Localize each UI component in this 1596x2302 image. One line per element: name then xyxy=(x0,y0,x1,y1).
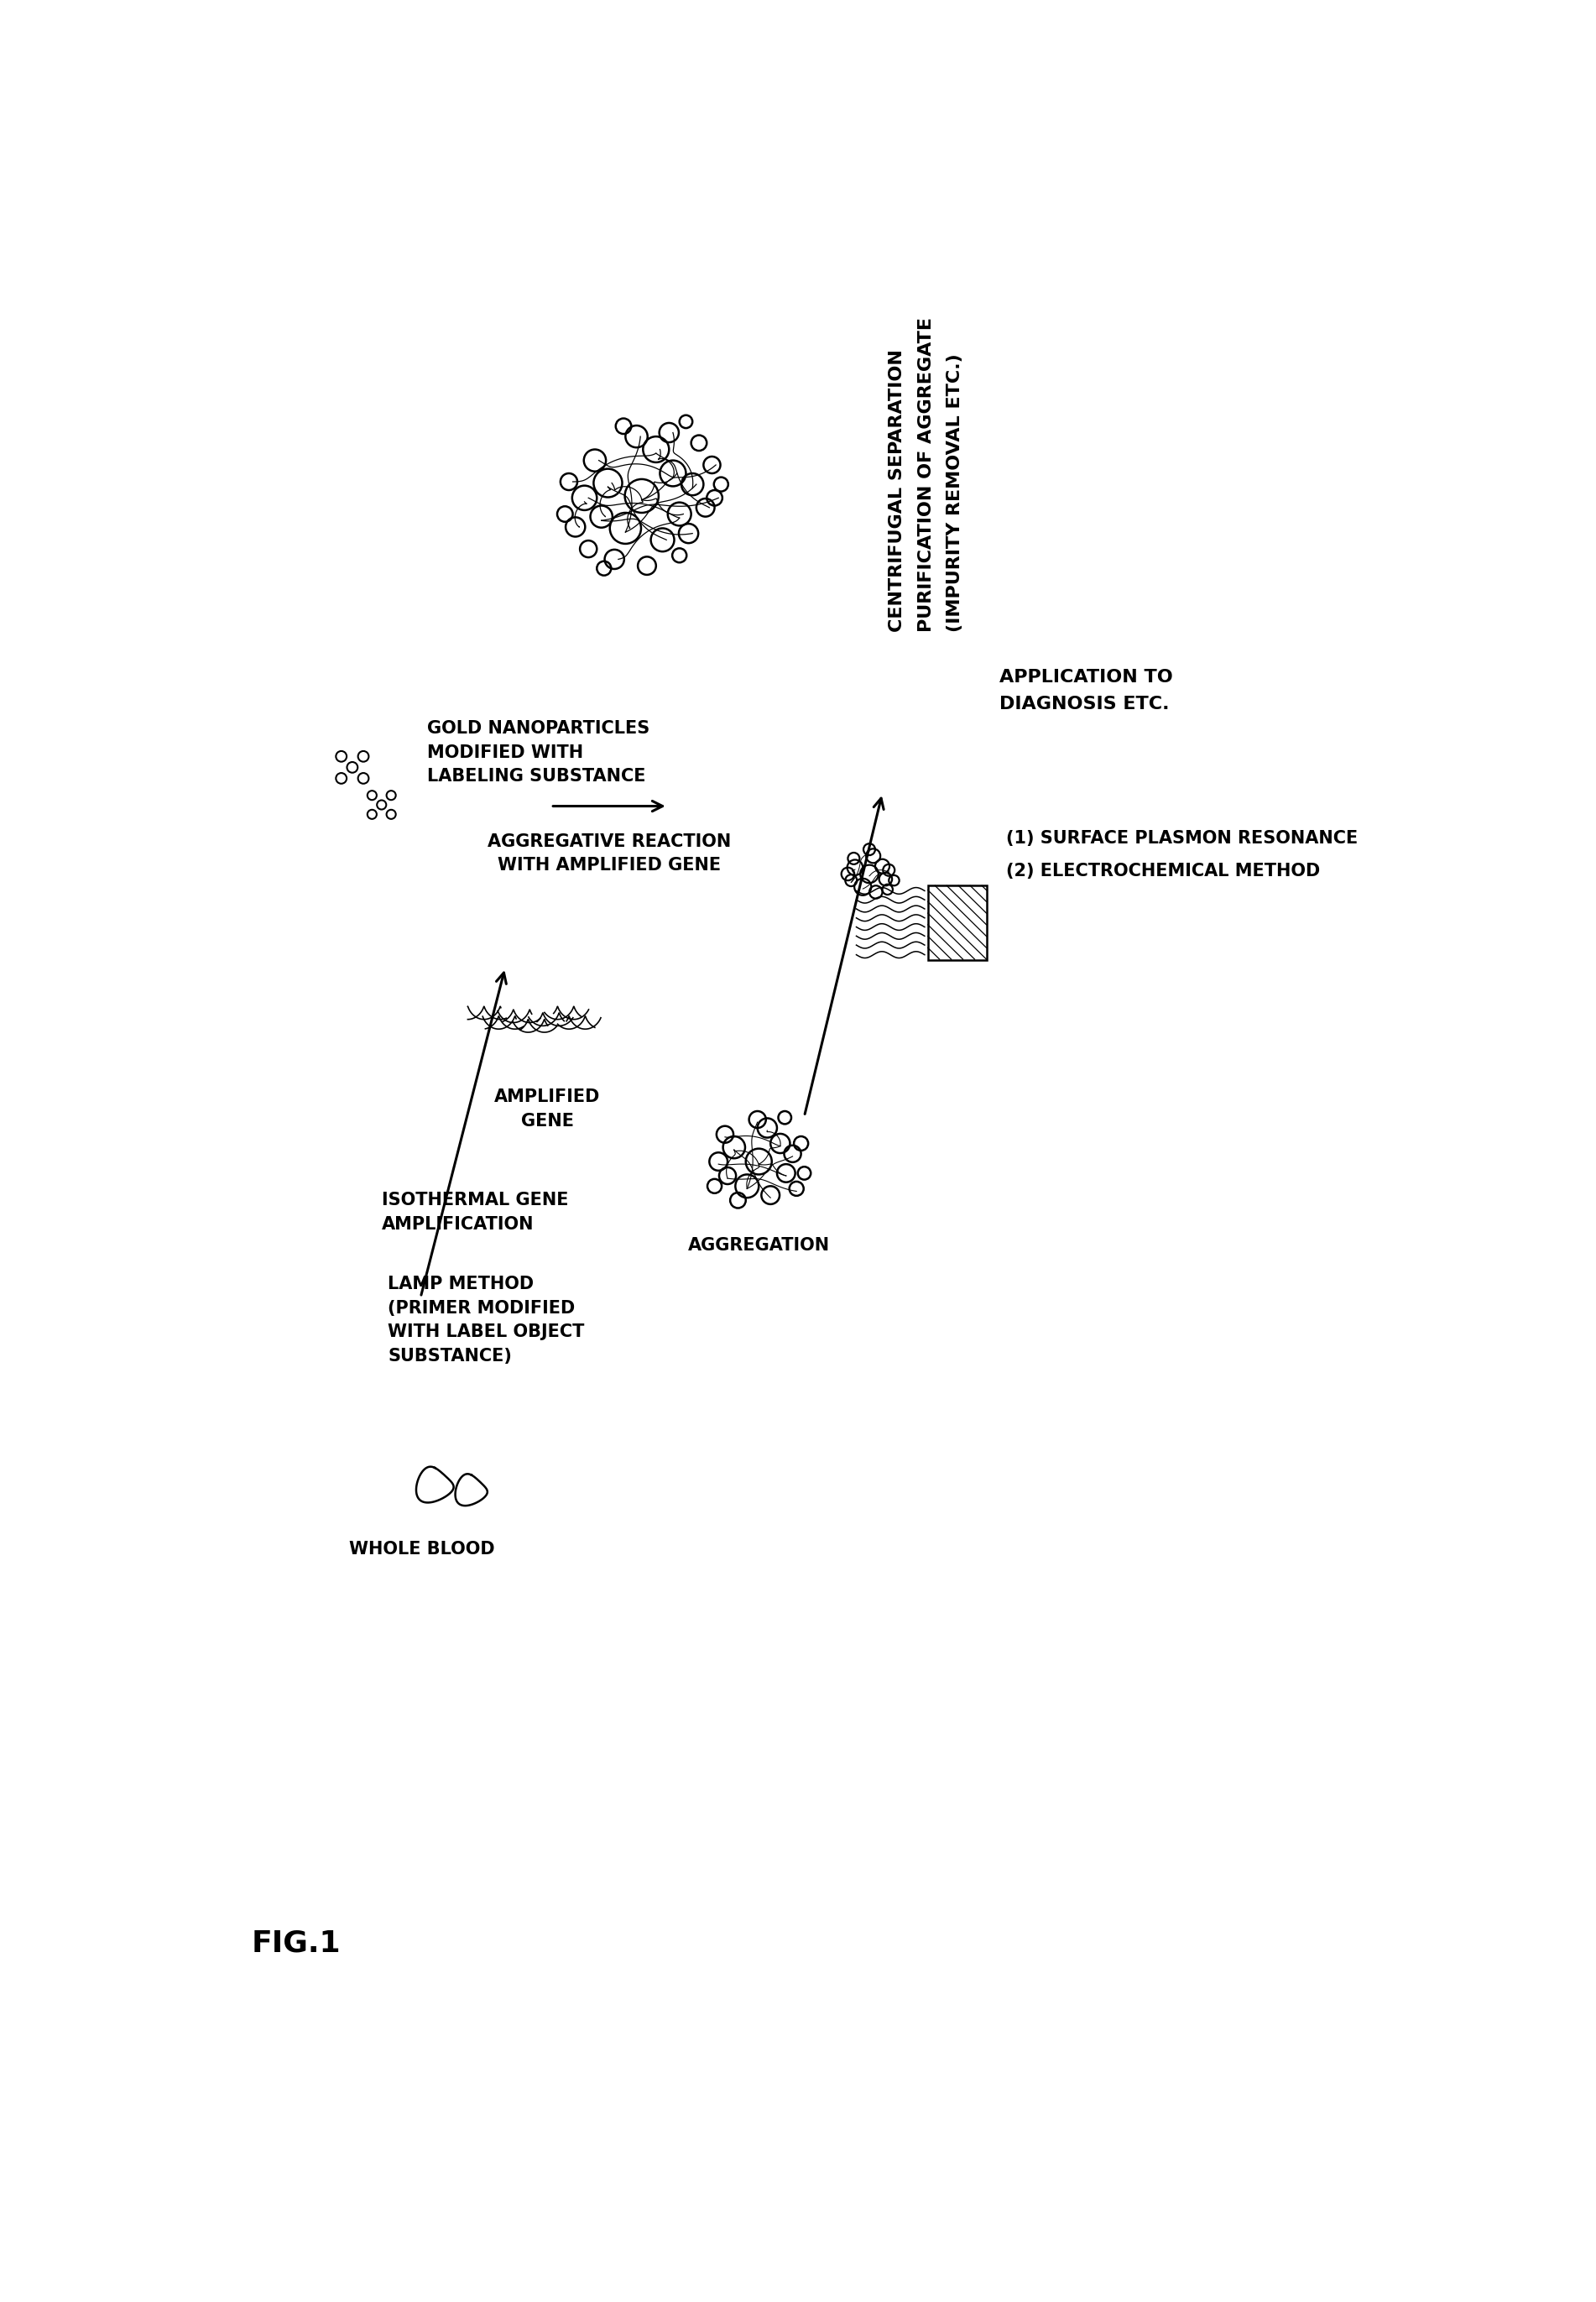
Text: AGGREGATION: AGGREGATION xyxy=(688,1236,830,1255)
Text: ISOTHERMAL GENE: ISOTHERMAL GENE xyxy=(381,1192,568,1209)
Text: FIG.1: FIG.1 xyxy=(252,1929,342,1957)
Text: AMPLIFIED: AMPLIFIED xyxy=(495,1089,600,1105)
Text: WITH AMPLIFIED GENE: WITH AMPLIFIED GENE xyxy=(498,856,721,875)
Text: PURIFICATION OF AGGREGATE: PURIFICATION OF AGGREGATE xyxy=(918,318,934,631)
Text: APPLICATION TO: APPLICATION TO xyxy=(999,668,1173,686)
Text: LAMP METHOD: LAMP METHOD xyxy=(388,1275,535,1294)
Text: AMPLIFICATION: AMPLIFICATION xyxy=(381,1215,535,1232)
Text: SUBSTANCE): SUBSTANCE) xyxy=(388,1347,512,1365)
Text: WHOLE BLOOD: WHOLE BLOOD xyxy=(350,1540,495,1558)
Bar xyxy=(927,886,986,960)
Text: DIAGNOSIS ETC.: DIAGNOSIS ETC. xyxy=(999,695,1170,711)
Text: AGGREGATIVE REACTION: AGGREGATIVE REACTION xyxy=(487,833,731,849)
Text: (PRIMER MODIFIED: (PRIMER MODIFIED xyxy=(388,1301,576,1317)
Text: (2) ELECTROCHEMICAL METHOD: (2) ELECTROCHEMICAL METHOD xyxy=(1005,863,1320,879)
Text: WITH LABEL OBJECT: WITH LABEL OBJECT xyxy=(388,1324,584,1340)
Text: LABELING SUBSTANCE: LABELING SUBSTANCE xyxy=(428,769,646,785)
Text: (IMPURITY REMOVAL ETC.): (IMPURITY REMOVAL ETC.) xyxy=(946,352,964,631)
Text: (1) SURFACE PLASMON RESONANCE: (1) SURFACE PLASMON RESONANCE xyxy=(1005,831,1358,847)
Text: MODIFIED WITH: MODIFIED WITH xyxy=(428,744,583,762)
Text: GENE: GENE xyxy=(520,1112,575,1130)
Text: CENTRIFUGAL SEPARATION: CENTRIFUGAL SEPARATION xyxy=(889,350,905,631)
Text: GOLD NANOPARTICLES: GOLD NANOPARTICLES xyxy=(428,721,650,737)
